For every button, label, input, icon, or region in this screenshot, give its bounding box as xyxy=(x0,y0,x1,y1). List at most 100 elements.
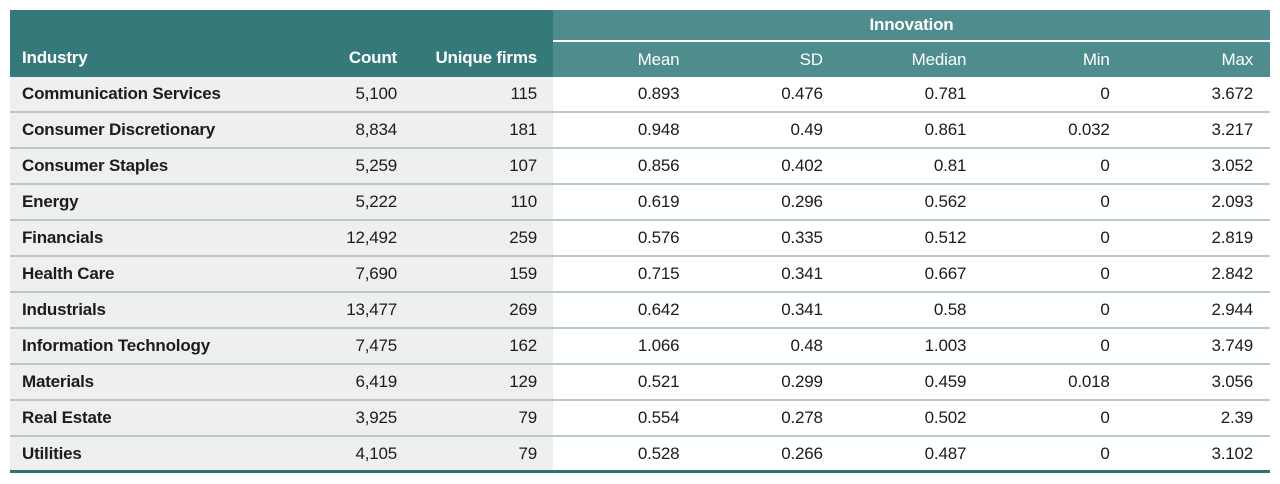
column-header-count: Count xyxy=(348,48,397,67)
unique-firms-cell: 162 xyxy=(509,336,537,355)
mean-cell: 0.576 xyxy=(637,228,680,247)
row-left-section: Consumer Discretionary 8,834 181 xyxy=(10,113,553,147)
row-left-section: Energy 5,222 110 xyxy=(10,185,553,219)
mean-cell: 0.619 xyxy=(637,192,680,211)
max-cell: 2.842 xyxy=(1211,264,1254,283)
row-left-section: Utilities 4,105 79 xyxy=(10,437,553,470)
median-cell: 0.667 xyxy=(924,264,967,283)
table-row: Health Care 7,690 159 0.715 0.341 0.667 … xyxy=(10,257,1270,293)
table-row: Communication Services 5,100 115 0.893 0… xyxy=(10,77,1270,113)
count-cell: 7,475 xyxy=(355,336,397,355)
unique-firms-cell: 269 xyxy=(509,300,537,319)
industry-name-cell: Communication Services xyxy=(22,84,221,103)
median-cell: 0.781 xyxy=(924,84,967,103)
row-left-section: Health Care 7,690 159 xyxy=(10,257,553,291)
column-header-min: Min xyxy=(1082,49,1110,69)
mean-cell: 0.856 xyxy=(637,156,680,175)
row-left-section: Communication Services 5,100 115 xyxy=(10,77,553,111)
industry-name-cell: Real Estate xyxy=(22,408,112,427)
mean-cell: 0.521 xyxy=(637,372,680,391)
row-left-section: Materials 6,419 129 xyxy=(10,365,553,399)
median-cell: 0.502 xyxy=(924,408,967,427)
table-header-innovation-group: Innovation Mean SD Median Min Max xyxy=(553,10,1270,77)
min-cell: 0.032 xyxy=(1068,120,1110,139)
mean-cell: 0.948 xyxy=(637,120,680,139)
count-cell: 7,690 xyxy=(355,264,397,283)
min-cell: 0 xyxy=(1100,228,1110,247)
sd-cell: 0.48 xyxy=(790,336,823,355)
industry-name-cell: Utilities xyxy=(22,443,82,463)
row-innovation-section: 0.893 0.476 0.781 0 3.672 xyxy=(553,77,1270,111)
sd-cell: 0.278 xyxy=(781,408,823,427)
unique-firms-cell: 110 xyxy=(510,192,537,211)
min-cell: 0 xyxy=(1100,84,1110,103)
industry-name-cell: Energy xyxy=(22,192,79,211)
sd-cell: 0.296 xyxy=(781,192,823,211)
group-header-divider xyxy=(553,40,1270,42)
median-cell: 0.58 xyxy=(933,300,967,319)
row-innovation-section: 0.642 0.341 0.58 0 2.944 xyxy=(553,293,1270,327)
median-cell: 0.861 xyxy=(924,120,967,139)
unique-firms-cell: 181 xyxy=(509,120,537,139)
min-cell: 0 xyxy=(1100,192,1110,211)
column-header-sd: SD xyxy=(799,49,823,69)
mean-cell: 0.528 xyxy=(637,443,680,463)
column-header-mean: Mean xyxy=(637,49,680,69)
count-cell: 13,477 xyxy=(346,300,397,319)
max-cell: 2.819 xyxy=(1211,228,1254,247)
row-left-section: Financials 12,492 259 xyxy=(10,221,553,255)
unique-firms-cell: 79 xyxy=(518,443,537,463)
count-cell: 6,419 xyxy=(355,372,397,391)
max-cell: 3.052 xyxy=(1211,156,1254,175)
row-innovation-section: 0.521 0.299 0.459 0.018 3.056 xyxy=(553,365,1270,399)
sd-cell: 0.341 xyxy=(781,264,823,283)
min-cell: 0 xyxy=(1100,408,1110,427)
row-innovation-section: 0.619 0.296 0.562 0 2.093 xyxy=(553,185,1270,219)
count-cell: 5,222 xyxy=(355,192,397,211)
max-cell: 2.093 xyxy=(1211,192,1254,211)
unique-firms-cell: 129 xyxy=(509,372,537,391)
industry-name-cell: Information Technology xyxy=(22,336,210,355)
unique-firms-cell: 79 xyxy=(518,408,537,427)
table-row: Utilities 4,105 79 0.528 0.266 0.487 0 3… xyxy=(10,437,1270,473)
sd-cell: 0.49 xyxy=(790,120,823,139)
column-header-max: Max xyxy=(1221,49,1254,69)
median-cell: 0.81 xyxy=(933,156,967,175)
count-cell: 5,259 xyxy=(355,156,397,175)
table-header-left-group: Industry Count Unique firms xyxy=(10,10,553,77)
max-cell: 3.749 xyxy=(1211,336,1254,355)
mean-cell: 0.893 xyxy=(637,84,680,103)
mean-cell: 0.554 xyxy=(637,408,680,427)
table-row: Real Estate 3,925 79 0.554 0.278 0.502 0… xyxy=(10,401,1270,437)
max-cell: 2.39 xyxy=(1220,408,1254,427)
min-cell: 0 xyxy=(1100,336,1110,355)
min-cell: 0 xyxy=(1100,156,1110,175)
min-cell: 0 xyxy=(1100,264,1110,283)
max-cell: 2.944 xyxy=(1211,300,1254,319)
sd-cell: 0.266 xyxy=(781,443,823,463)
innovation-subheader-row: Mean SD Median Min Max xyxy=(553,42,1270,77)
row-innovation-section: 0.554 0.278 0.502 0 2.39 xyxy=(553,401,1270,435)
count-cell: 3,925 xyxy=(355,408,397,427)
min-cell: 0 xyxy=(1100,443,1110,463)
table-header: Industry Count Unique firms Innovation M… xyxy=(10,10,1270,77)
sd-cell: 0.299 xyxy=(781,372,823,391)
unique-firms-cell: 115 xyxy=(510,84,537,103)
row-innovation-section: 0.856 0.402 0.81 0 3.052 xyxy=(553,149,1270,183)
row-left-section: Consumer Staples 5,259 107 xyxy=(10,149,553,183)
row-left-section: Information Technology 7,475 162 xyxy=(10,329,553,363)
column-header-median: Median xyxy=(911,49,967,69)
industry-innovation-table: Industry Count Unique firms Innovation M… xyxy=(10,10,1270,473)
mean-cell: 0.715 xyxy=(637,264,680,283)
group-header-innovation: Innovation xyxy=(869,15,954,34)
table-row: Industrials 13,477 269 0.642 0.341 0.58 … xyxy=(10,293,1270,329)
sd-cell: 0.476 xyxy=(781,84,823,103)
row-innovation-section: 0.576 0.335 0.512 0 2.819 xyxy=(553,221,1270,255)
unique-firms-cell: 259 xyxy=(509,228,537,247)
table-row: Consumer Discretionary 8,834 181 0.948 0… xyxy=(10,113,1270,149)
table-row: Financials 12,492 259 0.576 0.335 0.512 … xyxy=(10,221,1270,257)
table-row: Energy 5,222 110 0.619 0.296 0.562 0 2.0… xyxy=(10,185,1270,221)
median-cell: 0.487 xyxy=(924,443,967,463)
max-cell: 3.056 xyxy=(1211,372,1254,391)
industry-name-cell: Financials xyxy=(22,228,104,247)
